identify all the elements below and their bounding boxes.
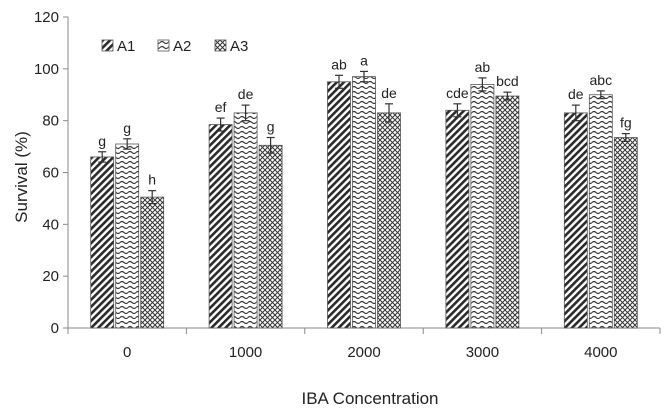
significance-label: a bbox=[360, 52, 368, 68]
significance-label: bcd bbox=[496, 73, 519, 89]
y-tick-label: 20 bbox=[42, 268, 59, 285]
significance-label: abc bbox=[590, 72, 613, 88]
legend-swatch-a2 bbox=[157, 39, 170, 52]
legend: A1 A2 A3 bbox=[101, 38, 248, 55]
bar-a2-1000 bbox=[233, 112, 258, 329]
bar-a3-0 bbox=[140, 196, 165, 329]
y-tick-label: 40 bbox=[42, 216, 59, 233]
significance-label: ab bbox=[475, 59, 491, 75]
legend-label-a2: A2 bbox=[173, 38, 191, 55]
legend-swatch-a3 bbox=[214, 39, 227, 52]
y-axis-title: Survival (%) bbox=[12, 131, 31, 223]
significance-label: h bbox=[148, 172, 156, 188]
significance-label: cde bbox=[446, 85, 469, 101]
x-tick-label: 4000 bbox=[584, 344, 617, 361]
x-tick-label: 3000 bbox=[466, 344, 499, 361]
bar-a1-0 bbox=[90, 156, 115, 329]
y-tick-label: 100 bbox=[34, 61, 59, 78]
bar-a2-0 bbox=[115, 143, 140, 329]
bar-a3-4000 bbox=[613, 137, 638, 329]
significance-label: g bbox=[98, 133, 106, 149]
y-tick-label: 60 bbox=[42, 165, 59, 182]
significance-label: de bbox=[568, 86, 584, 102]
significance-label: g bbox=[267, 119, 275, 135]
bar-a2-4000 bbox=[588, 94, 613, 329]
legend-label-a1: A1 bbox=[117, 38, 135, 55]
bar-a1-4000 bbox=[563, 112, 588, 329]
x-axis-title: IBA Concentration bbox=[301, 389, 438, 408]
bar-a2-2000 bbox=[352, 76, 376, 329]
bar-a1-3000 bbox=[445, 109, 470, 329]
x-tick-label: 1000 bbox=[229, 344, 262, 361]
legend-label-a3: A3 bbox=[230, 38, 248, 55]
legend-swatch-a1 bbox=[101, 39, 114, 52]
y-tick-label: 80 bbox=[42, 113, 59, 130]
x-tick-label: 0 bbox=[123, 344, 131, 361]
bar-a1-1000 bbox=[208, 124, 233, 329]
significance-label: ab bbox=[331, 56, 347, 72]
significance-label: fg bbox=[620, 115, 632, 131]
significance-label: de bbox=[238, 86, 254, 102]
y-tick-label: 0 bbox=[51, 320, 59, 337]
y-tick-label: 120 bbox=[34, 9, 59, 26]
significance-label: de bbox=[381, 85, 397, 101]
bar-a2-3000 bbox=[470, 83, 495, 329]
significance-label: g bbox=[123, 120, 131, 136]
x-tick-label: 2000 bbox=[347, 344, 380, 361]
bar-a3-3000 bbox=[495, 95, 520, 329]
bar-a3-1000 bbox=[258, 144, 283, 329]
bar-a1-2000 bbox=[327, 81, 351, 329]
axes-group: 0 20 40 60 80 100 120 0 1000 2000 3000 4000 bbox=[34, 9, 661, 361]
bar-a3-2000 bbox=[377, 112, 401, 329]
significance-label: ef bbox=[215, 99, 227, 115]
